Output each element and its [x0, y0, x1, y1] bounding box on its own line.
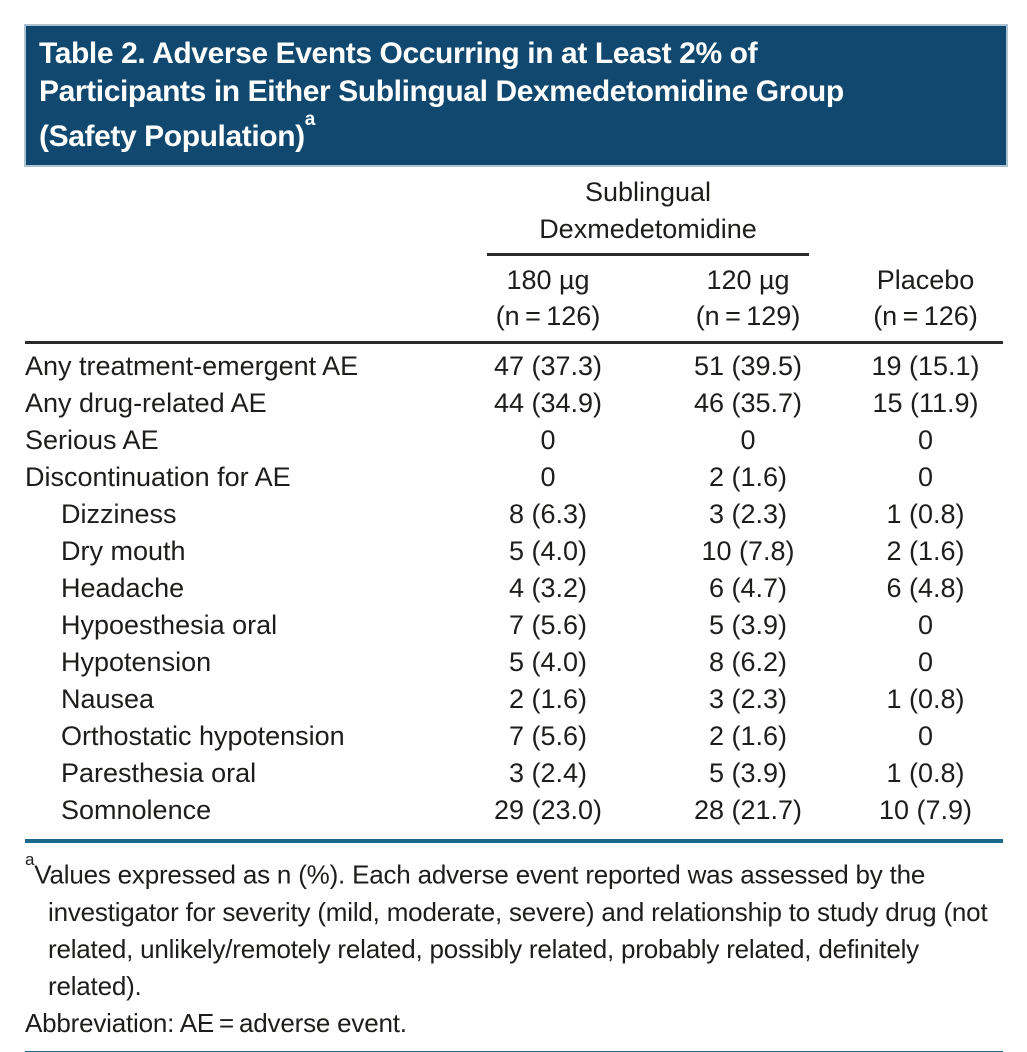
value-cell: 4 (3.2) — [508, 573, 588, 603]
value-cell: 0 — [917, 610, 934, 640]
footnotes-block: aValues expressed as n (%). Each adverse… — [25, 850, 1003, 1042]
spanner-header-row: Sublingual Dexmedetomidine — [25, 170, 1003, 256]
row-label-header-cell — [25, 256, 448, 344]
footnote-note-text: Values expressed as n (%). Each adverse … — [34, 859, 988, 1001]
column-header-row: 180 µg (n = 126) 120 µg (n = 129) Placeb… — [25, 256, 1003, 344]
row-label: Paresthesia oral — [61, 758, 257, 788]
value-cell: 2 (1.6) — [708, 721, 788, 751]
footnote-marker: a — [25, 850, 35, 869]
column-header-placebo-label: Placebo — [876, 265, 975, 295]
value-cell: 7 (5.6) — [508, 610, 588, 640]
row-label: Hypoesthesia oral — [61, 610, 278, 640]
table-row: Serious AE 0 0 0 — [25, 422, 1003, 459]
value-cell: 5 (4.0) — [508, 647, 588, 677]
value-cell: 3 (2.3) — [708, 684, 788, 714]
row-label: Dry mouth — [61, 536, 186, 566]
value-cell: 8 (6.2) — [708, 647, 788, 677]
row-label: Somnolence — [61, 795, 212, 825]
row-label: Hypotension — [61, 647, 212, 677]
column-header-placebo-n: (n = 126) — [873, 301, 978, 331]
row-label: Dizziness — [61, 499, 177, 529]
value-cell: 44 (34.9) — [493, 388, 603, 418]
value-cell: 0 — [917, 721, 934, 751]
value-cell: 51 (39.5) — [693, 351, 803, 381]
value-cell: 0 — [540, 462, 556, 492]
value-cell: 0 — [917, 462, 934, 492]
value-cell: 15 (11.9) — [872, 388, 979, 418]
value-cell: 46 (35.7) — [693, 388, 803, 418]
value-cell: 0 — [740, 425, 756, 455]
spanner-empty-cell — [25, 170, 448, 256]
column-header-180ug-n: (n = 126) — [495, 301, 601, 331]
value-cell: 7 (5.6) — [508, 721, 588, 751]
value-cell: 6 (4.7) — [708, 573, 788, 603]
table-row: Nausea 2 (1.6) 3 (2.3) 1 (0.8) — [25, 681, 1003, 718]
column-header-180ug-dose: 180 µg — [506, 265, 590, 295]
table-row: Paresthesia oral 3 (2.4) 5 (3.9) 1 (0.8) — [25, 755, 1003, 792]
table-row: Somnolence 29 (23.0) 28 (21.7) 10 (7.9) — [25, 792, 1003, 829]
row-label: Discontinuation for AE — [25, 462, 291, 492]
table-row: Dry mouth 5 (4.0) 10 (7.8) 2 (1.6) — [25, 533, 1003, 570]
value-cell: 2 (1.6) — [886, 536, 965, 566]
value-cell: 5 (3.9) — [708, 758, 788, 788]
value-cell: 8 (6.3) — [508, 499, 588, 529]
table-title-line-2: Participants in Either Sublingual Dexmed… — [39, 75, 844, 108]
table-title-line-3-text: (Safety Population) — [39, 120, 305, 153]
value-cell: 10 (7.9) — [878, 795, 973, 825]
value-cell: 1 (0.8) — [886, 758, 965, 788]
spanner-underline — [487, 253, 809, 256]
title-footnote-marker: a — [304, 109, 316, 130]
value-cell: 5 (4.0) — [508, 536, 588, 566]
column-header-120ug-dose: 120 µg — [706, 265, 790, 295]
value-cell: 0 — [540, 425, 556, 455]
column-header-placebo: Placebo (n = 126) — [848, 256, 1003, 344]
value-cell: 28 (21.7) — [693, 795, 803, 825]
value-cell: 2 (1.6) — [508, 684, 588, 714]
table-row: Orthostatic hypotension 7 (5.6) 2 (1.6) … — [25, 718, 1003, 755]
table-row: Any treatment-emergent AE 47 (37.3) 51 (… — [25, 343, 1003, 386]
value-cell: 1 (0.8) — [886, 499, 965, 529]
table-row: Hypotension 5 (4.0) 8 (6.2) 0 — [25, 644, 1003, 681]
table-row: Any drug-related AE 44 (34.9) 46 (35.7) … — [25, 385, 1003, 422]
column-header-180ug: 180 µg (n = 126) — [448, 256, 648, 344]
adverse-events-table: Sublingual Dexmedetomidine 180 µg (n = 1… — [25, 170, 1003, 829]
footnote-top-divider — [25, 839, 1003, 843]
row-label: Any treatment-emergent AE — [25, 351, 359, 381]
table-row: Hypoesthesia oral 7 (5.6) 5 (3.9) 0 — [25, 607, 1003, 644]
table-row: Dizziness 8 (6.3) 3 (2.3) 1 (0.8) — [25, 496, 1003, 533]
spanner-header-cell: Sublingual Dexmedetomidine — [448, 170, 848, 256]
value-cell: 47 (37.3) — [493, 351, 603, 381]
table-title-banner: Table 2. Adverse Events Occurring in at … — [24, 24, 1008, 167]
value-cell: 29 (23.0) — [493, 795, 603, 825]
value-cell: 0 — [917, 647, 934, 677]
value-cell: 3 (2.3) — [708, 499, 788, 529]
row-label: Serious AE — [25, 425, 159, 455]
footnote-abbreviation: Abbreviation: AE = adverse event. — [25, 1007, 407, 1038]
table-title-line-3: (Safety Population)a — [39, 109, 996, 156]
column-header-120ug-n: (n = 129) — [695, 301, 801, 331]
value-cell: 5 (3.9) — [708, 610, 788, 640]
value-cell: 1 (0.8) — [886, 684, 965, 714]
value-cell: 6 (4.8) — [886, 573, 965, 603]
value-cell: 0 — [917, 425, 934, 455]
table-row: Headache 4 (3.2) 6 (4.7) 6 (4.8) — [25, 570, 1003, 607]
table-title-line-1: Table 2. Adverse Events Occurring in at … — [39, 37, 758, 70]
row-label: Headache — [61, 573, 185, 603]
footnote-values-note: aValues expressed as n (%). Each adverse… — [25, 850, 1003, 1005]
value-cell: 19 (15.1) — [871, 351, 980, 381]
figure-bottom-divider — [25, 1050, 1003, 1052]
value-cell: 3 (2.4) — [508, 758, 588, 788]
row-label: Orthostatic hypotension — [61, 721, 345, 751]
adverse-events-table-wrap: Sublingual Dexmedetomidine 180 µg (n = 1… — [25, 170, 1003, 1052]
spanner-label-line-1: Sublingual — [584, 177, 712, 207]
value-cell: 10 (7.8) — [701, 536, 795, 566]
column-header-120ug: 120 µg (n = 129) — [648, 256, 848, 344]
value-cell: 2 (1.6) — [708, 462, 788, 492]
spanner-label-line-2: Dexmedetomidine — [539, 214, 757, 244]
table-row: Discontinuation for AE 0 2 (1.6) 0 — [25, 459, 1003, 496]
row-label: Nausea — [61, 684, 155, 714]
spanner-empty-cell — [848, 170, 1003, 256]
row-label: Any drug-related AE — [25, 388, 267, 418]
